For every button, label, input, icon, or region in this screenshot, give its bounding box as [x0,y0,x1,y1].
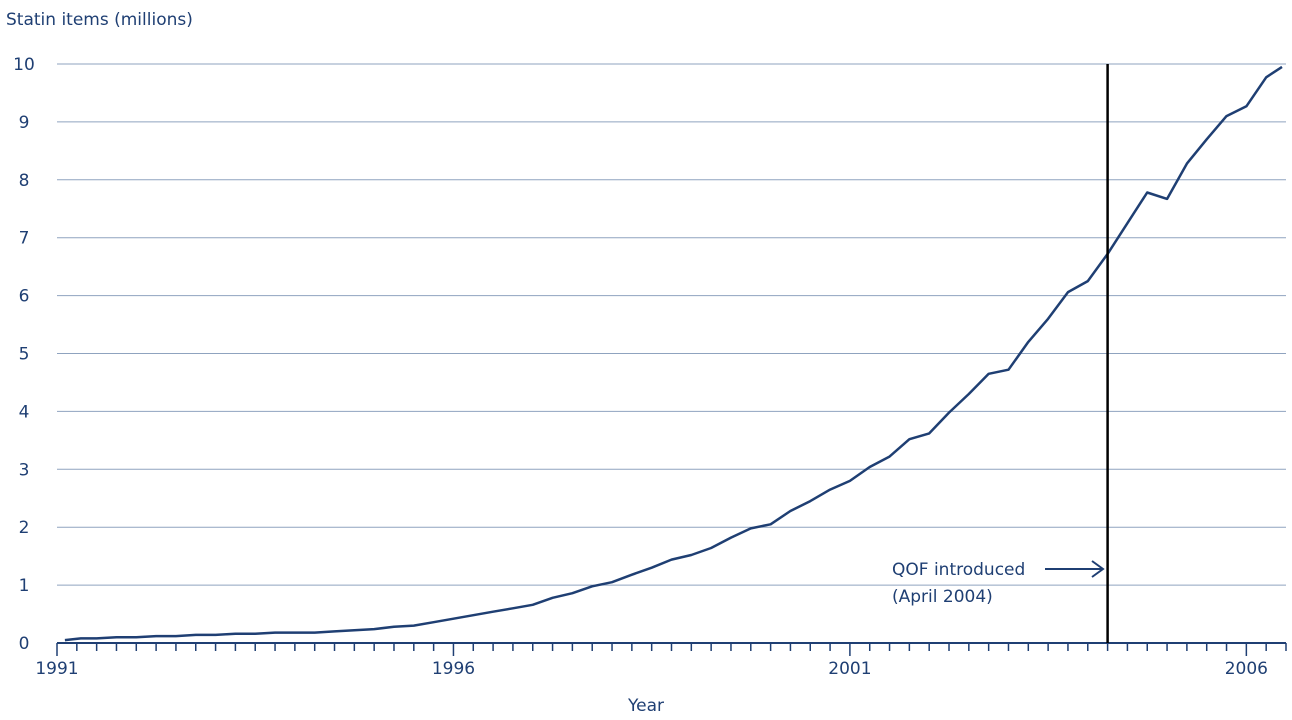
y-tick-label: 3 [19,460,30,480]
annotation-line-1: QOF introduced [892,560,1025,580]
x-axis: 1991 1996 2001 2006 [35,642,1287,679]
y-tick-label: 8 [19,171,30,191]
y-tick-labels: 0 1 2 3 4 5 6 7 8 9 10 [13,55,35,654]
annotation-line-2: (April 2004) [892,587,993,607]
annotation-arrow-head [1091,560,1105,578]
x-tick-label-2001: 2001 [828,659,871,679]
y-tick-label: 9 [19,113,30,133]
series-lines [64,65,1283,642]
y-tick-label: 7 [19,229,30,249]
y-tick-label: 10 [13,55,35,75]
y-tick-label: 1 [19,576,30,596]
qof-annotation: QOF introduced (April 2004) [892,560,1105,607]
y-tick-label: 0 [19,634,30,654]
x-tick-label-1991: 1991 [35,659,78,679]
y-tick-label: 6 [19,287,30,307]
y-tick-label: 4 [19,402,30,422]
gridlines [57,63,1286,586]
x-axis-title: Year [628,696,664,716]
y-tick-label: 2 [19,518,30,538]
y-tick-label: 5 [19,345,30,365]
series-line-0 [64,65,1283,642]
y-axis-title: Statin items (millions) [6,10,193,30]
x-tick-label-1996: 1996 [432,659,475,679]
x-tick-label-2006: 2006 [1225,659,1268,679]
